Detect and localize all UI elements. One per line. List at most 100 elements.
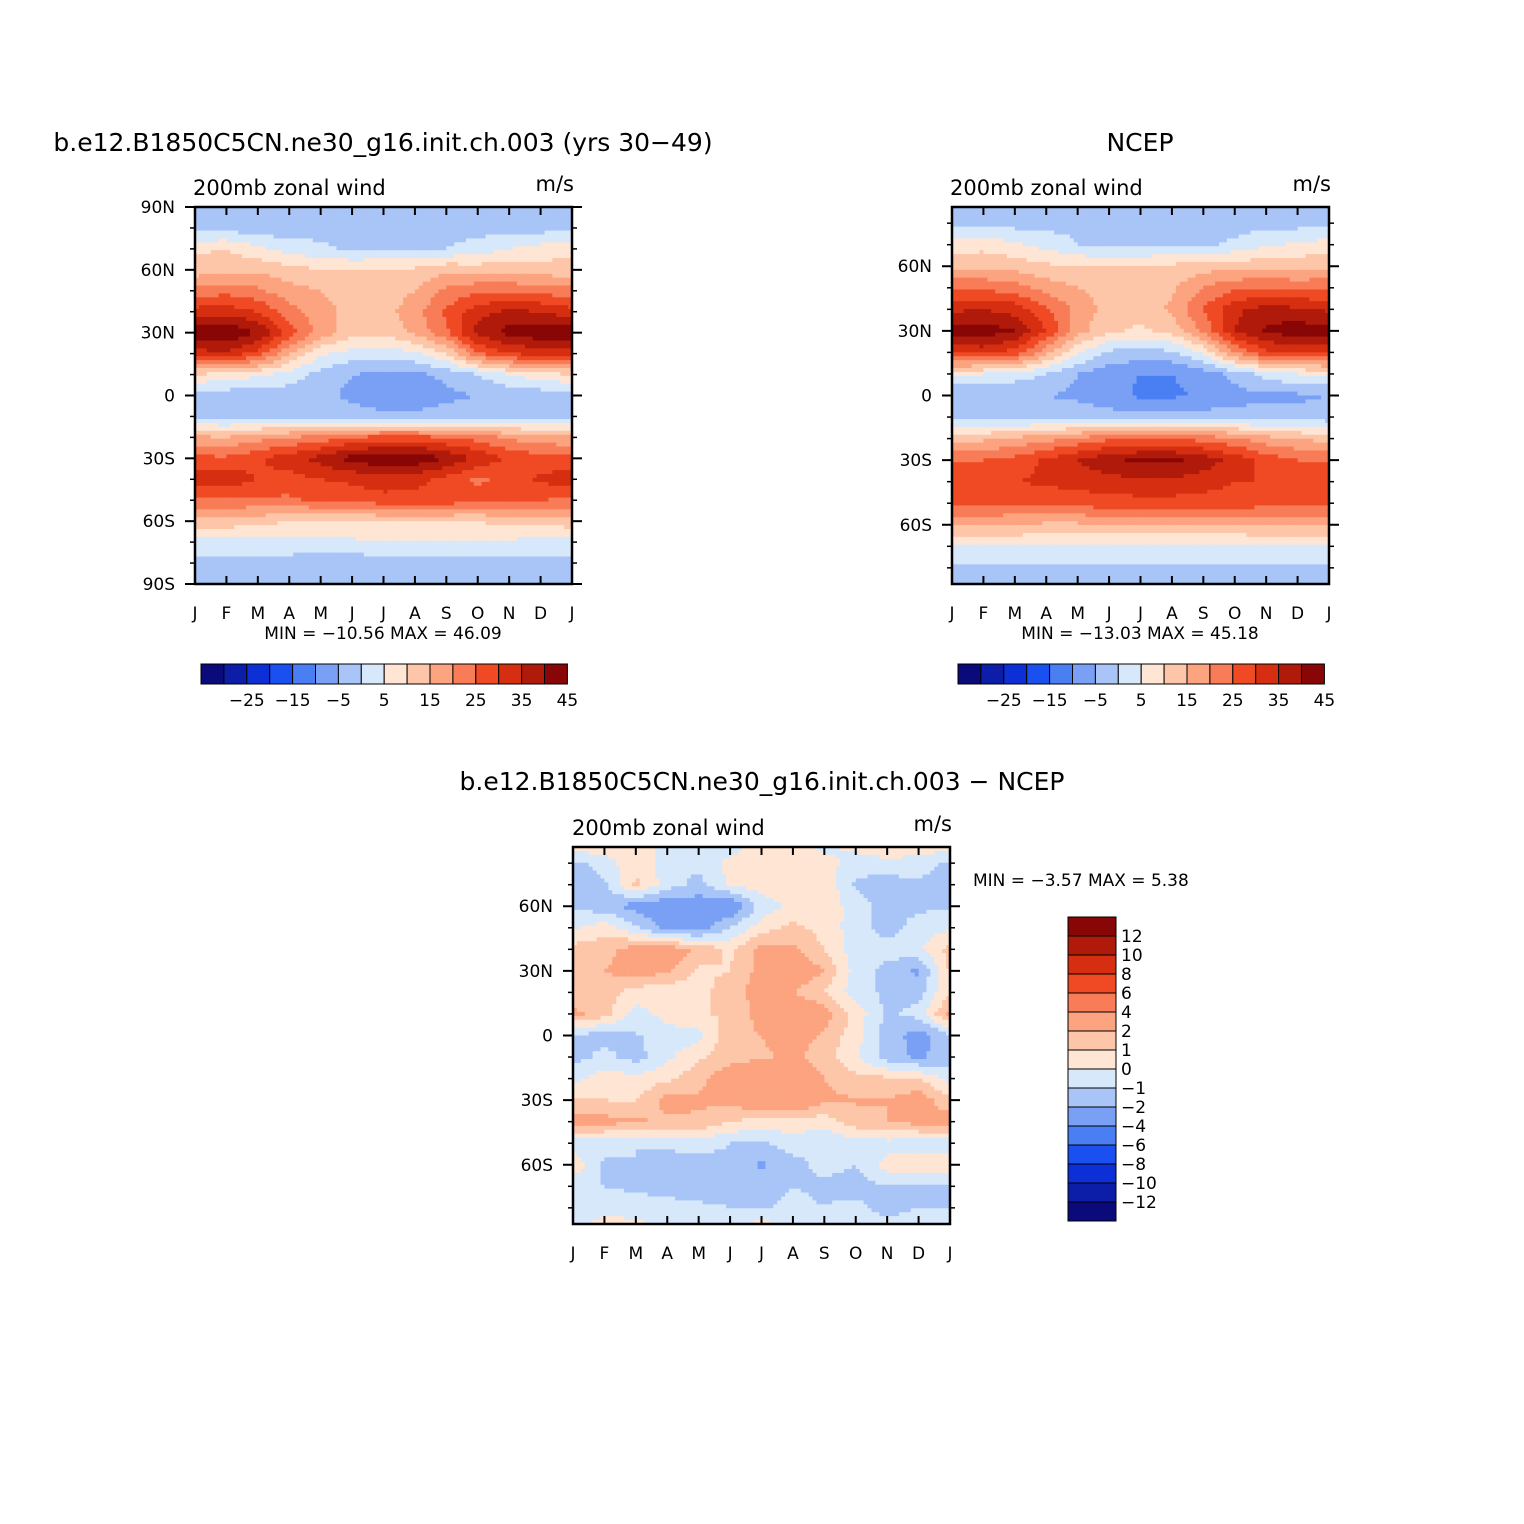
- field-cell: [332, 368, 337, 373]
- field-cell: [486, 223, 491, 228]
- field-cell: [411, 403, 416, 408]
- field-cell: [493, 227, 498, 232]
- field-cell: [517, 403, 522, 408]
- field-cell: [277, 392, 282, 397]
- field-cell: [222, 293, 227, 298]
- field-cell: [399, 289, 404, 294]
- field-cell: [238, 344, 243, 349]
- field-cell: [387, 333, 392, 338]
- field-cell: [552, 384, 557, 389]
- field-cell: [474, 356, 479, 361]
- field-cell: [309, 333, 314, 338]
- field-cell: [454, 242, 459, 247]
- field-cell: [219, 254, 224, 259]
- field-cell: [399, 305, 404, 310]
- field-cell: [403, 274, 408, 279]
- field-cell: [458, 246, 463, 251]
- field-cell: [203, 270, 208, 275]
- field-cell: [552, 227, 557, 232]
- field-cell: [266, 258, 271, 263]
- field-cell: [466, 368, 471, 373]
- field-cell: [274, 388, 279, 393]
- field-cell: [274, 301, 279, 306]
- field-cell: [317, 258, 322, 263]
- field-cell: [277, 313, 282, 318]
- field-cell: [501, 368, 506, 373]
- field-cell: [458, 258, 463, 263]
- field-cell: [411, 231, 416, 236]
- field-cell: [493, 321, 498, 326]
- field-cell: [505, 266, 510, 271]
- field-cell: [266, 407, 271, 412]
- field-cell: [446, 219, 451, 224]
- field-cell: [556, 297, 561, 302]
- field-cell: [219, 392, 224, 397]
- field-cell: [332, 282, 337, 287]
- field-cell: [474, 392, 479, 397]
- field-cell: [238, 313, 243, 318]
- field-cell: [474, 262, 479, 267]
- field-cell: [203, 254, 208, 259]
- field-cell: [250, 325, 255, 330]
- field-cell: [462, 337, 467, 342]
- field-cell: [199, 234, 204, 239]
- field-cell: [317, 297, 322, 302]
- field-cell: [266, 242, 271, 247]
- field-cell: [478, 344, 483, 349]
- field-cell: [438, 317, 443, 322]
- field-cell: [501, 407, 506, 412]
- field-cell: [415, 396, 420, 401]
- field-cell: [199, 211, 204, 216]
- field-cell: [490, 297, 495, 302]
- field-cell: [545, 262, 550, 267]
- field-cell: [219, 317, 224, 322]
- field-cell: [274, 403, 279, 408]
- field-cell: [395, 376, 400, 381]
- field-cell: [321, 262, 326, 267]
- field-cell: [274, 215, 279, 220]
- field-cell: [348, 380, 353, 385]
- field-cell: [211, 250, 216, 255]
- field-cell: [368, 309, 373, 314]
- field-cell: [226, 250, 231, 255]
- field-cell: [309, 344, 314, 349]
- field-cell: [313, 246, 318, 251]
- field-cell: [376, 309, 381, 314]
- field-cell: [435, 399, 440, 404]
- field-cell: [478, 360, 483, 365]
- field-cell: [407, 321, 412, 326]
- field-cell: [262, 270, 267, 275]
- field-cell: [301, 321, 306, 326]
- field-cell: [270, 278, 275, 283]
- field-cell: [285, 396, 290, 401]
- field-cell: [344, 313, 349, 318]
- field-cell: [415, 325, 420, 330]
- field-cell: [281, 305, 286, 310]
- field-cell: [474, 341, 479, 346]
- field-cell: [281, 392, 286, 397]
- field-cell: [525, 399, 530, 404]
- field-cell: [277, 258, 282, 263]
- field-cell: [529, 313, 534, 318]
- field-cell: [423, 223, 428, 228]
- field-cell: [560, 262, 565, 267]
- field-cell: [560, 254, 565, 259]
- field-cell: [545, 399, 550, 404]
- field-cell: [466, 388, 471, 393]
- field-cell: [301, 278, 306, 283]
- field-cell: [325, 270, 330, 275]
- field-cell: [470, 242, 475, 247]
- field-cell: [281, 407, 286, 412]
- field-cell: [321, 227, 326, 232]
- field-cell: [556, 246, 561, 251]
- field-cell: [560, 360, 565, 365]
- field-cell: [505, 356, 510, 361]
- field-cell: [501, 297, 506, 302]
- field-cell: [266, 376, 271, 381]
- field-cell: [493, 333, 498, 338]
- field-cell: [545, 215, 550, 220]
- field-cell: [230, 329, 235, 334]
- field-cell: [211, 403, 216, 408]
- field-cell: [478, 293, 483, 298]
- field-cell: [368, 293, 373, 298]
